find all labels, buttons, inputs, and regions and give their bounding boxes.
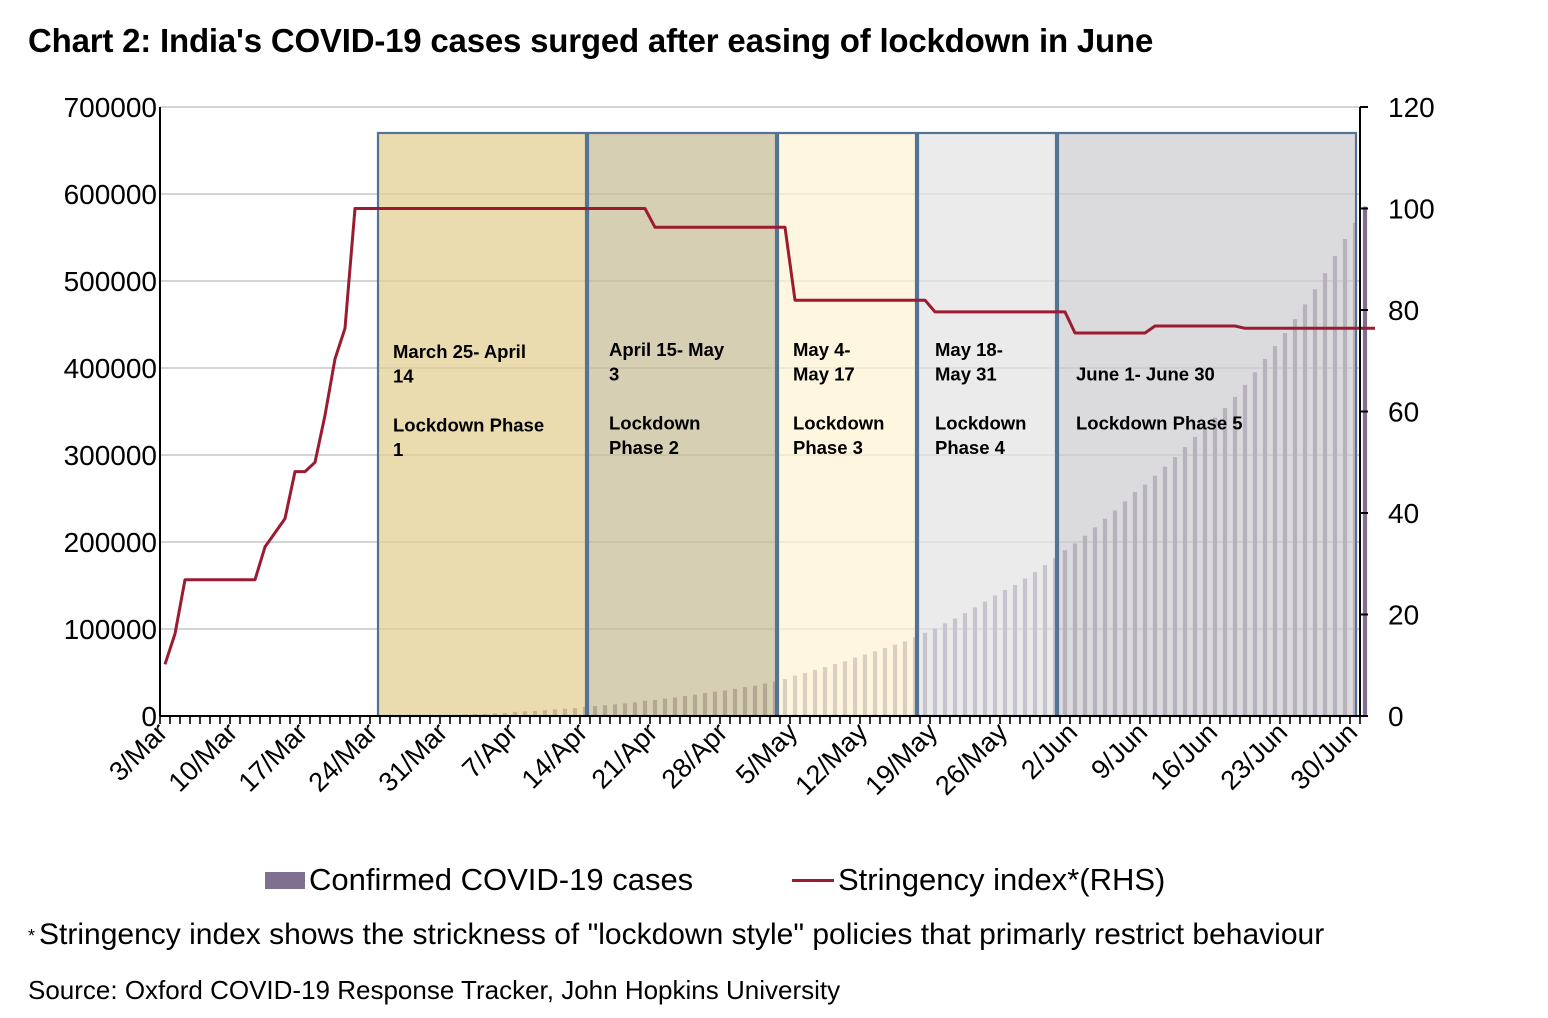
phase-label-line: Lockdown: [935, 413, 1026, 434]
y-right-tick-label: 20: [1388, 600, 1419, 631]
y-right-tick-label: 60: [1388, 397, 1419, 428]
phase-label-line: 3: [609, 364, 619, 385]
phase-labels: March 25- April 14 Lockdown Phase 1 April 15…: [393, 339, 1243, 460]
stringency-line-group: [163, 207, 1375, 665]
phase-label-phase-5: June 1- June 30 Lockdown Phase 5: [1076, 364, 1243, 434]
phase-label-line: May 4-: [793, 339, 851, 360]
x-tick-label: 23/Jun: [1215, 717, 1294, 796]
x-tick-label: 14/Apr: [516, 717, 593, 794]
phase-label-line: March 25- April: [393, 341, 526, 362]
x-tick-label: 12/May: [789, 717, 873, 801]
y-right-tick-label: 100: [1388, 194, 1435, 225]
phase-label-line: May 17: [793, 364, 855, 385]
y-left-tick-label: 0: [141, 701, 157, 732]
footnote-text: Stringency index shows the strickness of…: [39, 918, 1325, 951]
phase-label-line: 14: [393, 366, 414, 387]
y-left-tick-label: 200000: [64, 527, 157, 558]
x-tick-label: 2/Jun: [1015, 717, 1083, 785]
y-right-tick-label: 0: [1388, 701, 1404, 732]
legend-swatch-stringency: [792, 878, 834, 882]
phase-label-line: 1: [393, 439, 403, 460]
y-left-tick-label: 500000: [64, 266, 157, 297]
phase-box-phase-3: [776, 131, 918, 718]
chart-title: Chart 2: India's COVID-19 cases surged a…: [28, 22, 1154, 59]
phase-label-line: May 18-: [935, 339, 1003, 360]
x-tick-label: 16/Jun: [1145, 717, 1224, 796]
x-tick-label: 30/Jun: [1285, 717, 1364, 796]
x-tick-label: 9/Jun: [1085, 717, 1153, 785]
phase-label-line: Phase 2: [609, 437, 679, 458]
stringency-line: [163, 207, 1375, 665]
phase-box-phase-1: [376, 131, 588, 718]
x-tick-label: 28/Apr: [656, 717, 733, 794]
footnote: * Stringency index shows the strickness o…: [28, 918, 1324, 952]
y-right-tick-label: 40: [1388, 498, 1419, 529]
phase-label-line: Phase 4: [935, 437, 1006, 458]
legend-swatch-cases: [265, 871, 305, 889]
phase-label-line: Lockdown: [609, 413, 700, 434]
legend: Confirmed COVID-19 cases Stringency inde…: [0, 862, 1548, 902]
phase-boxes: [376, 131, 1358, 718]
x-tick-label: 17/Mar: [233, 717, 314, 798]
x-tick-label: 19/May: [859, 717, 943, 801]
x-tick-label: 10/Mar: [163, 717, 244, 798]
phase-label-line: June 1- June 30: [1076, 364, 1215, 385]
chart-svg: 0 100000 200000 300000 400000 500000 600000 700…: [64, 92, 1435, 801]
legend-label-cases: Confirmed COVID-19 cases: [309, 862, 694, 897]
y-left-tick-label: 600000: [64, 179, 157, 210]
legend-label-stringency: Stringency index*(RHS): [838, 862, 1166, 897]
phase-label-phase-4: May 18- May 31 Lockdown Phase 4: [935, 339, 1026, 458]
footnote-star: *: [28, 925, 36, 946]
x-tick-label: 26/May: [929, 717, 1013, 801]
x-tick-label: 24/Mar: [303, 717, 384, 798]
x-tick-label: 31/Mar: [373, 717, 454, 798]
phase-box-phase-4: [916, 131, 1058, 718]
phase-label-phase-2: April 15- May 3 Lockdown Phase 2: [609, 339, 725, 458]
y-left-tick-label: 300000: [64, 440, 157, 471]
y-left-tick-label: 100000: [64, 614, 157, 645]
legend-item-cases: Confirmed COVID-19 cases: [265, 862, 693, 898]
phase-label-line: Lockdown Phase: [393, 415, 544, 436]
y-left-tick-label: 700000: [64, 92, 157, 123]
y-left-tick-label: 400000: [64, 353, 157, 384]
phase-label-line: May 31: [935, 364, 997, 385]
source-note: Source: Oxford COVID-19 Response Tracker…: [28, 975, 841, 1005]
phase-label-line: Lockdown: [793, 413, 884, 434]
bar-cases: [1362, 206, 1368, 716]
phase-label-line: Lockdown Phase 5: [1076, 413, 1243, 434]
phase-box-phase-2: [586, 131, 778, 718]
phase-label-line: Phase 3: [793, 437, 863, 458]
phase-label-phase-3: May 4- May 17 Lockdown Phase 3: [793, 339, 884, 458]
phase-label-phase-1: March 25- April 14 Lockdown Phase 1: [393, 341, 544, 460]
phase-label-line: April 15- May: [609, 339, 725, 360]
y-right-tick-label: 120: [1388, 92, 1435, 123]
phase-box-phase-5: [1056, 131, 1358, 718]
x-tick-label: 7/Apr: [456, 717, 523, 784]
legend-item-stringency: Stringency index*(RHS): [792, 862, 1165, 898]
x-tick-label: 21/Apr: [586, 717, 663, 794]
y-right-tick-label: 80: [1388, 295, 1419, 326]
